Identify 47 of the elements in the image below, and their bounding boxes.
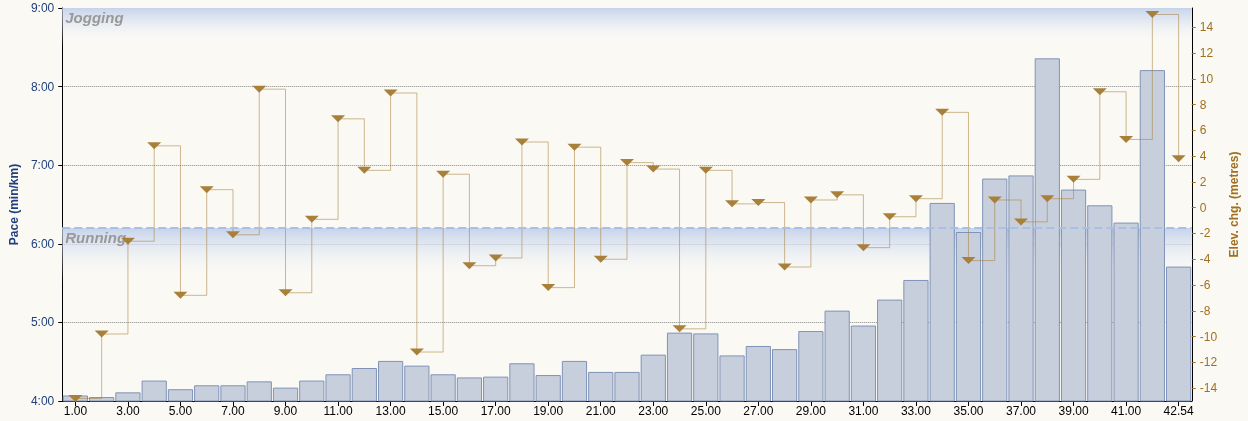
band-label: Running	[65, 229, 127, 247]
y2-tick-label: 0	[1199, 200, 1207, 215]
y2-tick-label: 12	[1199, 46, 1214, 61]
y2-tick-label: 6	[1199, 123, 1207, 138]
y2-tick-label: -10	[1199, 329, 1218, 344]
y-axis-title: Pace (min/km)	[7, 163, 21, 246]
y2-tick-label: 2	[1199, 174, 1207, 189]
x-tick-label: 3.00	[116, 404, 140, 418]
x-tick-label: 29.00	[795, 404, 827, 418]
y2-axis-title: Elev. chg. (metres)	[1227, 151, 1241, 258]
x-tick-label: 11.00	[323, 404, 353, 418]
y-tick-label: 5:00	[30, 315, 55, 330]
x-tick-label: 1.00	[63, 404, 88, 418]
y-tick-label: 4:00	[30, 394, 55, 408]
y2-tick-label: -6	[1199, 278, 1211, 293]
x-tick-label: 13.00	[375, 404, 406, 418]
y2-tick-label: -8	[1199, 303, 1211, 318]
y2-tick-label: -14	[1199, 381, 1218, 396]
y-tick-label: 7:00	[30, 158, 55, 173]
y2-tick-label: -12	[1199, 355, 1218, 370]
x-tick-label: 42.54	[1163, 404, 1194, 418]
x-tick-label: 35.00	[953, 404, 984, 418]
y2-tick-label: 10	[1199, 71, 1214, 86]
x-tick-label: 27.00	[743, 404, 774, 418]
y2-tick-label: 4	[1199, 149, 1207, 164]
x-tick-label: 19.00	[533, 404, 564, 418]
y2-tick-label: 8	[1199, 97, 1207, 112]
x-tick-label: 25.00	[690, 404, 722, 418]
x-tick-label: 7.00	[221, 404, 245, 418]
x-tick-label: 15.00	[428, 404, 459, 418]
y2-tick-label: -4	[1199, 252, 1211, 267]
band-label: Jogging	[65, 9, 124, 26]
x-tick-label: 31.00	[848, 404, 879, 418]
x-tick-label: 33.00	[900, 404, 932, 418]
y2-tick-label: 14	[1199, 20, 1214, 35]
y-tick-label: 8:00	[30, 79, 55, 94]
y-tick-label: 9:00	[30, 1, 55, 15]
x-tick-label: 5.00	[168, 404, 193, 418]
x-tick-label: 9.00	[273, 404, 298, 418]
x-tick-label: 21.00	[585, 404, 617, 418]
x-tick-label: 17.00	[480, 404, 512, 418]
x-tick-label: 41.00	[1111, 404, 1142, 418]
y-tick-label: 6:00	[30, 236, 55, 251]
y2-tick-label: -2	[1199, 226, 1211, 241]
x-tick-label: 37.00	[1006, 404, 1037, 418]
x-tick-label: 23.00	[638, 404, 669, 418]
x-tick-label: 39.00	[1058, 404, 1089, 418]
